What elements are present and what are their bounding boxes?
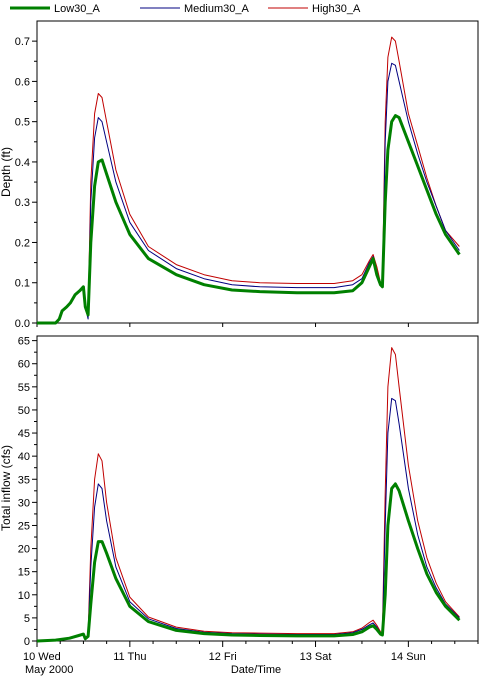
inflow-y-tick-label: 0 <box>24 636 30 648</box>
legend-label-low: Low30_A <box>54 3 101 15</box>
depth-y-tick-label: 0.3 <box>15 197 30 209</box>
inflow-panel: Total inflow (cfs) 0 5 10 15 20 25 30 35 40 45 50 5… <box>0 335 479 676</box>
depth-y-tick-label: 0.1 <box>15 278 30 290</box>
inflow-y-tick-label: 40 <box>18 451 30 463</box>
depth-panel: Depth (ft) 0.0 0.1 0.2 0.3 0.4 0.5 0.6 0.7 <box>0 20 479 330</box>
inflow-y-tick-label: 60 <box>18 359 30 371</box>
inflow-series-medium-line <box>82 397 460 640</box>
inflow-y-tick-label: 5 <box>24 613 30 625</box>
x-axis-sublabel: May 2000 <box>25 664 73 676</box>
inflow-y-tick-label: 20 <box>18 544 30 556</box>
inflow-y-tick-label: 55 <box>18 382 30 394</box>
legend: Low30_A Medium30_A High30_A <box>10 3 361 15</box>
depth-y-tick-label: 0.2 <box>15 237 30 249</box>
depth-y-tick-label: 0.7 <box>15 36 30 48</box>
inflow-y-tick-label: 15 <box>18 567 30 579</box>
inflow-y-tick-label: 25 <box>18 520 30 532</box>
inflow-y-tick-label: 50 <box>18 405 30 417</box>
inflow-series-high-line <box>82 347 460 639</box>
x-axis-title: Date/Time <box>231 664 281 676</box>
depth-y-tick-label: 0.0 <box>15 318 30 330</box>
depth-plot-frame <box>36 20 479 324</box>
depth-y-tick-label: 0.6 <box>15 76 30 88</box>
depth-series-medium-line <box>82 62 460 320</box>
depth-y-tick-label: 0.5 <box>15 117 30 129</box>
x-tick-label: 14 Sun <box>391 651 426 663</box>
inflow-y-tick-label: 65 <box>18 336 30 348</box>
legend-label-medium: Medium30_A <box>184 3 249 15</box>
depth-series-high-line <box>82 36 460 316</box>
inflow-series-low-line <box>36 482 461 643</box>
x-tick-label: 11 Thu <box>113 651 146 663</box>
legend-label-high: High30_A <box>312 3 361 15</box>
x-tick-label: 10 Wed <box>23 651 61 663</box>
x-tick-label: 12 Fri <box>209 651 237 663</box>
depth-y-tick-label: 0.4 <box>15 157 30 169</box>
inflow-y-tick-label: 30 <box>18 497 30 509</box>
inflow-y-axis-title: Total inflow (cfs) <box>0 445 13 531</box>
depth-y-axis-title: Depth (ft) <box>0 147 13 197</box>
depth-series-low-line <box>37 114 461 325</box>
x-tick-label: 13 Sat <box>300 651 332 663</box>
inflow-y-tick-label: 45 <box>18 428 30 440</box>
inflow-y-tick-label: 10 <box>18 590 30 602</box>
inflow-y-tick-label: 35 <box>18 474 30 486</box>
inflow-plot-frame <box>36 335 479 642</box>
